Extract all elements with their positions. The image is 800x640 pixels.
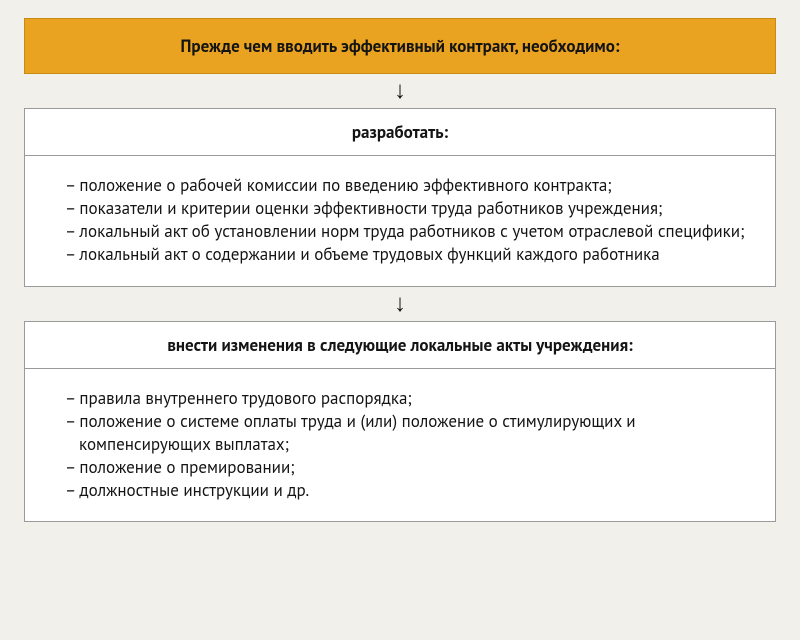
list-item: положение о премировании; <box>61 456 753 479</box>
section-title: внести изменения в следующие локальные а… <box>25 322 775 369</box>
section-body: правила внутреннего трудового распорядка… <box>25 369 775 522</box>
arrow-icon: ↓ <box>394 287 406 321</box>
item-list: правила внутреннего трудового распорядка… <box>47 387 753 502</box>
list-item: правила внутреннего трудового распорядка… <box>61 387 753 410</box>
item-list: положение о рабочей комиссии по введению… <box>47 174 753 266</box>
section-box-1: разработать: положение о рабочей комисси… <box>24 108 776 287</box>
list-item: показатели и критерии оценки эффективнос… <box>61 197 753 220</box>
list-item: должностные инструкции и др. <box>61 479 753 502</box>
list-item: локальный акт о содержании и объеме труд… <box>61 243 753 266</box>
list-item: локальный акт об установлении норм труда… <box>61 220 753 243</box>
header-box: Прежде чем вводить эффективный контракт,… <box>24 18 776 74</box>
list-item: положение о рабочей комиссии по введению… <box>61 174 753 197</box>
section-box-2: внести изменения в следующие локальные а… <box>24 321 776 523</box>
list-item: положение о системе оплаты труда и (или)… <box>61 410 753 456</box>
header-text: Прежде чем вводить эффективный контракт,… <box>181 35 620 57</box>
section-body: положение о рабочей комиссии по введению… <box>25 156 775 286</box>
flowchart-page: Прежде чем вводить эффективный контракт,… <box>0 0 800 640</box>
section-title: разработать: <box>25 109 775 156</box>
arrow-icon: ↓ <box>394 74 406 108</box>
